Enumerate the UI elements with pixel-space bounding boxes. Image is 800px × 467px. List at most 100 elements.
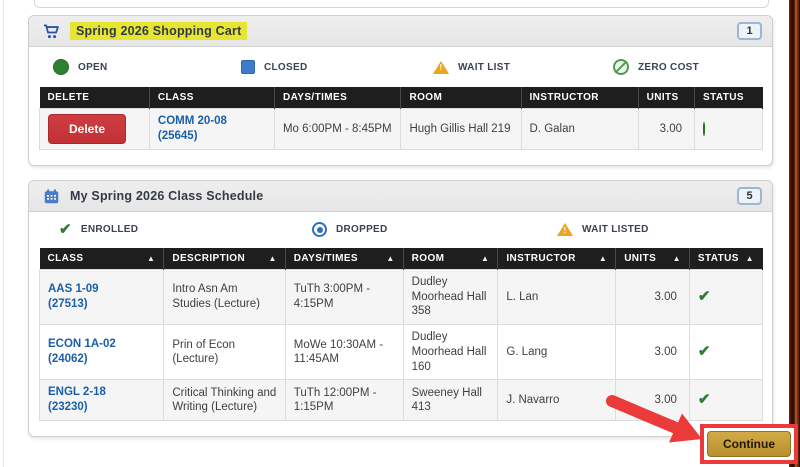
table-row: AAS 1-09 (27513) Intro Asn Am Studies (L…	[38, 268, 764, 326]
legend-label: ENROLLED	[80, 224, 139, 235]
highlight-frame: Continue	[700, 424, 798, 464]
class-id: (23230)	[48, 401, 88, 414]
cart-table-header-row: DELETE CLASS DAYS/TIMES ROOM INSTRUCTOR …	[39, 87, 763, 109]
units-cell: 3.00	[637, 108, 696, 150]
col-label: DAYS/TIMES	[293, 253, 358, 264]
zero-cost-icon	[613, 59, 629, 75]
sort-ascending-icon: ▲	[147, 253, 156, 263]
col-label: ROOM	[411, 253, 445, 264]
enrolled-check-icon: ✔	[59, 221, 72, 238]
class-number: ECON 1A-02	[48, 338, 116, 351]
days-times-cell: Mo 6:00PM - 8:45PM	[273, 108, 402, 150]
sortable-col-header-units[interactable]: UNITS ▲	[615, 248, 690, 270]
class-cell: ECON 1A-02 (24062)	[38, 324, 165, 381]
legend-zero-cost: ZERO COST	[613, 59, 772, 75]
delete-cell: Delete	[39, 108, 150, 150]
schedule-title: My Spring 2026 Class Schedule	[70, 189, 264, 203]
shopping-cart-panel: Spring 2026 Shopping Cart 1 OPEN CLOSED …	[28, 15, 773, 166]
col-header-days-times: DAYS/TIMES	[274, 87, 402, 109]
class-link[interactable]: COMM 20-08 (25645)	[158, 114, 227, 144]
col-label: UNITS	[624, 253, 657, 264]
class-cell: ENGL 2-18 (23230)	[38, 379, 165, 422]
cart-count-badge: 1	[737, 22, 762, 40]
col-header-instructor: INSTRUCTOR	[521, 87, 639, 109]
schedule-count-badge: 5	[737, 187, 762, 205]
class-number: COMM 20-08	[157, 115, 227, 128]
sort-ascending-icon: ▲	[268, 253, 277, 263]
enrolled-check-icon: ✔	[697, 390, 711, 408]
col-label: DESCRIPTION	[172, 253, 246, 264]
class-schedule-table: CLASS ▲ DESCRIPTION ▲ DAYS/TIMES ▲ ROOM ▲ IN…	[38, 248, 764, 422]
legend-label: DROPPED	[336, 224, 388, 235]
col-header-room: ROOM	[400, 87, 522, 109]
description-cell: Intro Asn Am Studies (Lecture)	[163, 268, 286, 326]
room-cell: Dudley Moorhead Hall 160	[402, 324, 499, 381]
col-label: CLASS	[47, 253, 84, 264]
units-cell: 3.00	[615, 379, 690, 422]
instructor-cell: D. Galan	[520, 108, 639, 150]
table-row: ENGL 2-18 (23230) Critical Thinking and …	[38, 379, 764, 422]
calendar-icon	[44, 188, 59, 203]
enrolled-check-icon: ✔	[697, 287, 711, 305]
open-status-icon	[53, 59, 69, 75]
room-cell: Sweeney Hall 413	[402, 379, 499, 422]
days-times-cell: TuTh 3:00PM - 4:15PM	[284, 268, 404, 326]
col-label: INSTRUCTOR	[506, 253, 576, 264]
room-cell: Dudley Moorhead Hall 358	[402, 268, 499, 326]
legend-label: ZERO COST	[638, 61, 700, 73]
legend-open: OPEN	[53, 59, 241, 75]
class-schedule-panel: My Spring 2026 Class Schedule 5 ✔ ENROLL…	[28, 180, 773, 438]
legend-enrolled: ✔ ENROLLED	[59, 222, 312, 237]
class-link[interactable]: AAS 1-09 (27513)	[48, 282, 99, 312]
class-cell: COMM 20-08 (25645)	[148, 108, 275, 150]
page-left-border	[3, 0, 4, 467]
open-status-icon	[703, 121, 706, 136]
status-cell: ✔	[688, 268, 764, 326]
description-cell: Critical Thinking and Writing (Lecture)	[163, 379, 286, 422]
page-title: Spring 2026 Shopping Cart	[70, 22, 248, 40]
closed-status-icon	[241, 60, 255, 74]
shopping-cart-icon	[44, 23, 59, 38]
class-id: (27513)	[48, 298, 88, 311]
legend-label: CLOSED	[264, 61, 308, 73]
legend-label: WAIT LISTED	[582, 224, 649, 235]
class-link[interactable]: ECON 1A-02 (24062)	[48, 337, 116, 367]
sort-ascending-icon: ▲	[481, 253, 490, 263]
col-header-delete: DELETE	[39, 87, 150, 109]
sortable-col-header-room[interactable]: ROOM ▲	[403, 248, 499, 270]
col-header-class: CLASS	[149, 87, 275, 109]
status-cell	[694, 108, 763, 150]
class-number: ENGL 2-18	[48, 386, 106, 399]
enrolled-check-icon: ✔	[697, 342, 711, 360]
class-link[interactable]: ENGL 2-18 (23230)	[48, 385, 106, 415]
status-cell: ✔	[688, 324, 764, 381]
table-row: Delete COMM 20-08 (25645) Mo 6:00PM - 8:…	[39, 108, 763, 150]
shopping-cart-header: Spring 2026 Shopping Cart 1	[29, 16, 772, 47]
instructor-cell: L. Lan	[497, 268, 617, 326]
class-schedule-header: My Spring 2026 Class Schedule 5	[29, 181, 772, 212]
sortable-col-header-instructor[interactable]: INSTRUCTOR ▲	[497, 248, 617, 270]
sortable-col-header-status[interactable]: STATUS ▲	[689, 248, 764, 270]
continue-button[interactable]: Continue	[707, 431, 791, 457]
sort-ascending-icon: ▲	[745, 253, 754, 263]
class-cell: AAS 1-09 (27513)	[38, 268, 165, 326]
class-number: AAS 1-09	[48, 283, 99, 296]
sortable-col-header-class[interactable]: CLASS ▲	[39, 248, 165, 270]
instructor-cell: J. Navarro	[497, 379, 617, 422]
units-cell: 3.00	[615, 268, 690, 326]
col-header-units: UNITS	[638, 87, 696, 109]
legend-wait-list: WAIT LIST	[433, 60, 613, 74]
warning-triangle-icon	[433, 60, 449, 74]
legend-wait-listed: WAIT LISTED	[557, 223, 772, 236]
sortable-col-header-days-times[interactable]: DAYS/TIMES ▲	[285, 248, 404, 270]
units-cell: 3.00	[615, 324, 690, 381]
legend-label: WAIT LIST	[458, 61, 511, 73]
days-times-cell: TuTh 12:00PM - 1:15PM	[284, 379, 404, 422]
sortable-col-header-description[interactable]: DESCRIPTION ▲	[163, 248, 286, 270]
col-label: STATUS	[697, 253, 739, 264]
class-id: (25645)	[157, 130, 198, 142]
schedule-status-legend: ✔ ENROLLED DROPPED WAIT LISTED	[29, 212, 772, 246]
status-cell: ✔	[688, 379, 764, 422]
page-content: Spring 2026 Shopping Cart 1 OPEN CLOSED …	[28, 0, 773, 451]
delete-button[interactable]: Delete	[48, 114, 127, 144]
